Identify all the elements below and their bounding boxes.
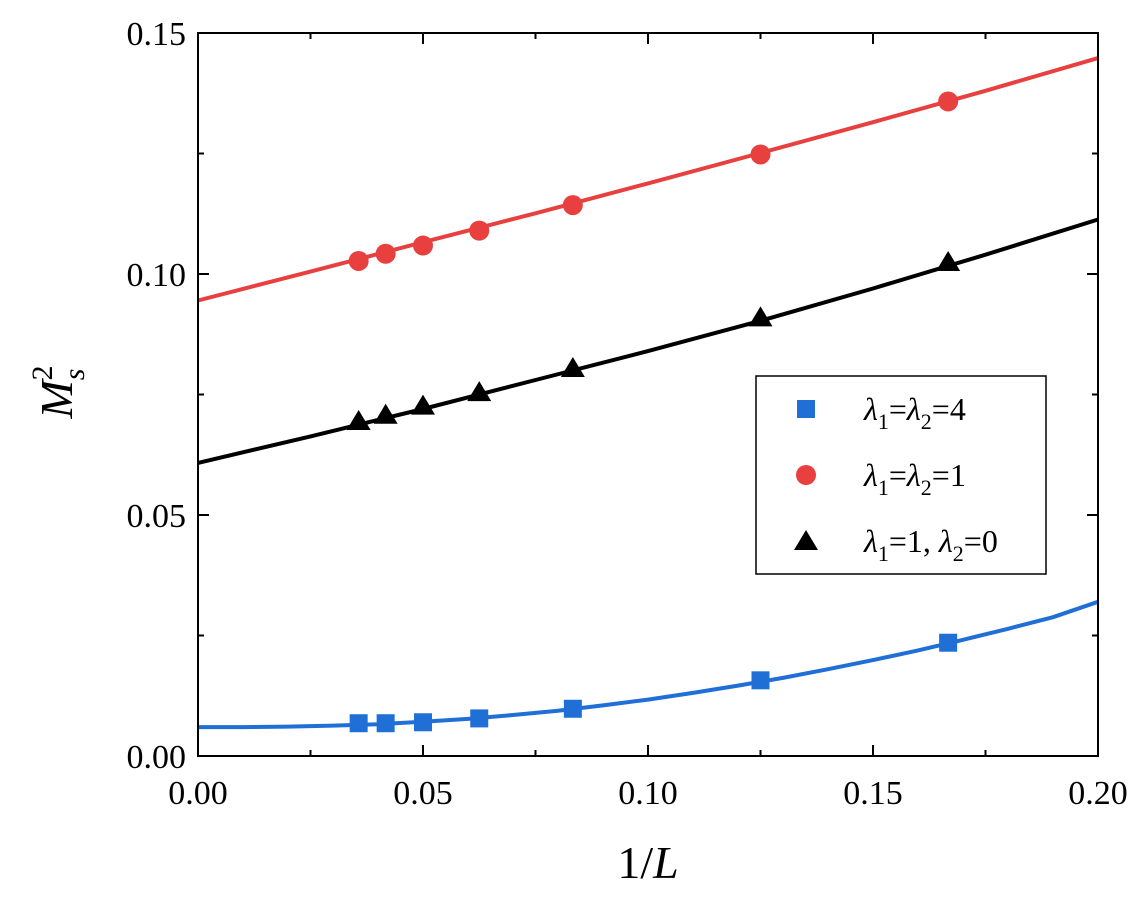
y-axis-title-subscript: s (58, 368, 91, 380)
data-point-triangle (373, 403, 398, 424)
data-point-square (470, 709, 489, 728)
legend: λ1=λ2=4 λ1=λ2=1 λ1=1, λ2=0 (755, 375, 1047, 575)
data-point-triangle (936, 250, 961, 271)
legend-label-square: λ1=λ2=4 (863, 391, 966, 434)
legend-marker-circle (796, 465, 816, 485)
y-tick-label: 0.15 (127, 16, 187, 53)
data-point-circle (375, 243, 396, 264)
x-axis-title: 1/L (617, 837, 678, 888)
legend-label-circle: λ1=λ2=1 (863, 457, 966, 500)
x-tick-label: 0.15 (843, 775, 903, 812)
data-point-square (939, 633, 958, 652)
y-axis-title-variable: M (31, 378, 82, 420)
fit-line-circle (197, 56, 1099, 303)
data-point-square (414, 713, 432, 732)
data-point-triangle (560, 356, 585, 377)
x-tick-label: 0.05 (393, 775, 453, 812)
legend-label-triangle: λ1=1, λ2=0 (863, 523, 998, 566)
data-point-square (751, 671, 770, 690)
data-point-square (349, 714, 368, 733)
y-tick-label: 0.10 (127, 257, 187, 294)
x-axis-title-numerator: 1/ (617, 837, 653, 888)
data-point-triangle (411, 394, 435, 415)
data-point-square (376, 714, 395, 733)
x-tick-label: 0.20 (1068, 775, 1128, 812)
data-point-triangle (748, 306, 773, 327)
x-tick-label: 0.10 (618, 775, 678, 812)
tick-labels: 0.00 0.05 0.10 0.15 0.20 0.00 0.05 0.10 0.15 (127, 16, 1128, 812)
x-tick-label: 0.00 (168, 775, 228, 812)
y-tick-label: 0.00 (127, 739, 187, 776)
legend-marker-square (797, 400, 815, 418)
data-point-circle (413, 235, 433, 256)
data-point-circle (750, 144, 771, 165)
data-point-circle (469, 220, 490, 241)
data-point-circle (938, 91, 959, 112)
axis-ticks (197, 32, 1099, 757)
data-point-circle (562, 195, 583, 216)
x-axis-title-variable: L (652, 837, 679, 888)
data-point-square (563, 699, 582, 718)
fit-line-square (198, 599, 1099, 730)
y-axis-title: Ms2 (26, 365, 91, 419)
legend-marker-triangle (794, 530, 818, 550)
y-tick-label: 0.05 (127, 498, 187, 535)
data-point-triangle (346, 410, 371, 431)
data-point-circle (348, 250, 369, 271)
data-point-triangle (467, 381, 492, 402)
y-axis-title-superscript: 2 (26, 365, 59, 380)
data-markers (346, 91, 961, 733)
